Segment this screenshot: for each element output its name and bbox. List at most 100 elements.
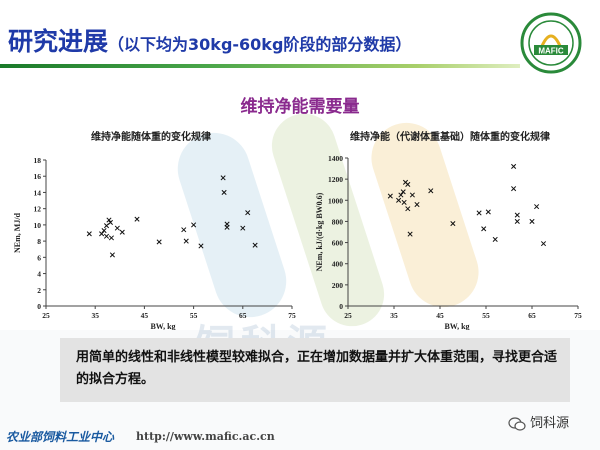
scatter-chart-1: 0 2 4 6 8 10 12 14 16 18 25 35 45 55 65 75 BW, kg NEm, MJ… xyxy=(13,156,296,330)
data-point xyxy=(191,222,197,228)
data-point xyxy=(119,229,125,235)
data-point xyxy=(511,186,517,192)
title-underline xyxy=(0,64,520,68)
data-point xyxy=(106,217,112,223)
y-tick-label: 12 xyxy=(34,205,42,214)
slide-title: 研究进展（以下均为30kg-60kg阶段的部分数据） xyxy=(8,22,411,58)
logo-text: MAFIC xyxy=(538,47,564,56)
chart-1-title: 维持净能随体重的变化规律 xyxy=(91,132,211,143)
wechat-icon xyxy=(508,416,526,431)
data-point xyxy=(481,226,487,232)
data-point xyxy=(476,210,482,216)
y-tick-label: 0 xyxy=(37,302,41,311)
y-tick-label: 4 xyxy=(37,270,41,279)
x-tick-label: 45 xyxy=(141,311,149,320)
data-point xyxy=(387,193,393,199)
data-point xyxy=(492,236,498,242)
y-axis-label: NEm, MJ/d xyxy=(13,212,22,253)
mafic-logo-icon: MAFIC xyxy=(520,12,582,74)
data-point xyxy=(224,224,230,230)
footer-organization: 农业部饲料工业中心 xyxy=(6,430,115,444)
y-tick-label: 14 xyxy=(34,188,42,197)
data-point xyxy=(181,227,187,233)
y-tick-label: 400 xyxy=(332,260,344,269)
x-tick-label: 55 xyxy=(482,311,490,320)
data-point xyxy=(540,241,547,247)
y-tick-label: 600 xyxy=(332,239,344,248)
x-tick-label: 65 xyxy=(239,311,247,320)
x-axis-label: BW, kg xyxy=(150,322,175,330)
data-point xyxy=(405,206,411,212)
title-paren-close: 阶段的部分数据） xyxy=(283,35,412,54)
y-tick-label: 8 xyxy=(37,237,41,246)
data-point xyxy=(409,192,415,198)
data-point xyxy=(514,218,520,224)
x-tick-label: 45 xyxy=(436,311,444,320)
chart-2-title: 维持净能（代谢体重基础）随体重的变化规律 xyxy=(350,132,550,143)
chart-panel-2: 维持净能（代谢体重基础）随体重的变化规律 0 200 400 600 800 1000 12… xyxy=(300,120,600,330)
wechat-label: 饲科源 xyxy=(530,416,570,431)
title-paren-bold: 30kg-60kg xyxy=(188,35,284,54)
data-point xyxy=(103,233,110,239)
data-point xyxy=(108,235,114,241)
x-tick-label: 35 xyxy=(91,311,99,320)
x-tick-label: 25 xyxy=(344,311,352,320)
data-point xyxy=(198,243,204,249)
y-tick-label: 200 xyxy=(332,281,344,290)
y-tick-label: 1200 xyxy=(328,175,343,184)
y-tick-label: 10 xyxy=(34,221,42,230)
data-point xyxy=(450,220,456,227)
y-tick-label: 1000 xyxy=(328,196,343,205)
x-tick-label: 55 xyxy=(190,311,198,320)
y-axis-label: NEm, kJ/(d·kg BW0.6) xyxy=(315,192,324,271)
data-point xyxy=(86,231,92,237)
x-tick-label: 65 xyxy=(528,311,536,320)
title-main: 研究进展 xyxy=(8,27,109,56)
data-point xyxy=(514,212,520,218)
scatter-chart-2: 0 200 400 600 800 1000 1200 1400 25 35 45 55 65 75 BW,… xyxy=(315,154,582,330)
data-point xyxy=(407,231,413,237)
data-point xyxy=(252,242,258,248)
x-tick-label: 75 xyxy=(288,311,296,320)
y-tick-label: 0 xyxy=(339,302,343,311)
data-point xyxy=(101,228,107,234)
data-point xyxy=(396,197,402,203)
data-point xyxy=(401,199,407,205)
data-point xyxy=(183,238,189,244)
data-point xyxy=(414,201,420,208)
title-paren-open: （以下均为 xyxy=(108,35,189,54)
section-subtitle: 维持净能需要量 xyxy=(240,97,360,117)
data-point xyxy=(400,189,406,195)
x-axis-label: BW, kg xyxy=(444,322,469,330)
wechat-account: 饲科源 xyxy=(508,412,569,431)
data-point xyxy=(114,225,120,231)
y-tick-label: 1400 xyxy=(328,154,343,163)
data-point xyxy=(240,225,246,231)
x-tick-label: 75 xyxy=(574,311,582,320)
y-tick-label: 2 xyxy=(37,286,41,295)
data-point xyxy=(99,231,105,237)
x-tick-label: 25 xyxy=(42,311,50,320)
y-tick-label: 800 xyxy=(332,217,344,226)
data-point xyxy=(398,192,404,198)
data-point xyxy=(511,163,517,170)
data-point xyxy=(529,218,535,224)
data-point xyxy=(109,252,115,258)
conclusion-text: 用简单的线性和非线性模型较难拟合，正在增加数据量并扩大体重范围，寻找更合适的拟合… xyxy=(76,350,558,387)
y-tick-label: 18 xyxy=(34,156,42,165)
data-point xyxy=(134,216,140,222)
data-point xyxy=(405,181,411,187)
data-point xyxy=(534,204,540,210)
x-tick-label: 35 xyxy=(390,311,398,320)
footer-url[interactable]: http://www.mafic.ac.cn xyxy=(136,430,275,443)
chart-panel-1: 维持净能随体重的变化规律 0 2 4 6 8 10 12 14 16 18 25 35 45 55 65 75… xyxy=(2,120,300,330)
data-point xyxy=(221,189,227,195)
data-point xyxy=(485,209,491,215)
y-tick-label: 16 xyxy=(34,172,42,181)
conclusion-note: 用简单的线性和非线性模型较难拟合，正在增加数据量并扩大体重范围，寻找更合适的拟合… xyxy=(60,338,570,402)
data-point xyxy=(428,188,434,194)
data-point xyxy=(245,210,251,216)
data-point xyxy=(107,219,114,226)
y-tick-label: 6 xyxy=(37,253,41,262)
